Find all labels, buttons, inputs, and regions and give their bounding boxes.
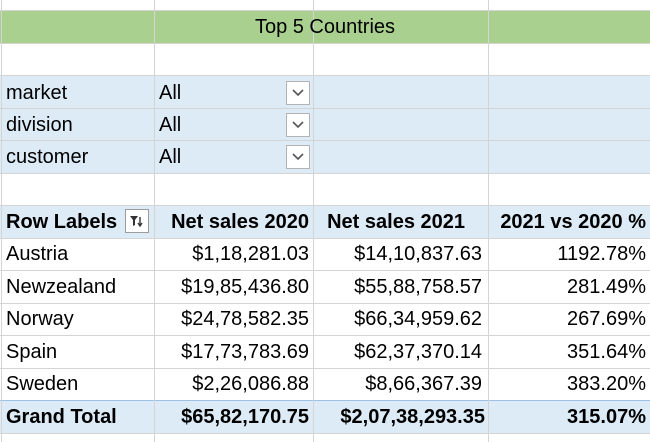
row-sales-2021[interactable]: $62,37,370.14	[354, 341, 482, 363]
grand-total-label[interactable]: Grand Total	[6, 406, 117, 428]
market-dropdown-button[interactable]	[286, 81, 310, 105]
gridline-row-3	[0, 75, 650, 76]
gridline-col-d	[488, 0, 489, 442]
row-sales-2021[interactable]: $14,10,837.63	[354, 243, 482, 265]
row-pct-change[interactable]: 351.64%	[567, 341, 646, 363]
gridline-row-11	[0, 335, 650, 336]
chevron-down-icon	[292, 121, 304, 129]
header-row-labels[interactable]: Row Labels	[6, 211, 118, 233]
chevron-down-icon	[292, 89, 304, 97]
filter-sort-icon	[130, 216, 143, 228]
report-title: Top 5 Countries	[254, 16, 396, 38]
gridline-row-14	[0, 433, 650, 434]
gridline-row-9	[0, 270, 650, 271]
row-pct-change[interactable]: 267.69%	[567, 308, 646, 330]
header-net-sales-2021[interactable]: Net sales 2021	[327, 211, 465, 233]
header-net-sales-2020[interactable]: Net sales 2020	[171, 211, 309, 233]
filter-value-customer[interactable]: All	[159, 146, 182, 168]
title-band	[0, 11, 650, 43]
row-country[interactable]: Sweden	[6, 373, 79, 395]
division-dropdown-button[interactable]	[286, 113, 310, 137]
row-sales-2020[interactable]: $2,26,086.88	[192, 373, 309, 395]
gridline-row-1	[0, 10, 650, 11]
row-country[interactable]: Newzealand	[6, 276, 117, 298]
header-pct-change[interactable]: 2021 vs 2020 %	[500, 211, 646, 233]
gridline-row-12	[0, 368, 650, 369]
filter-label-customer: customer	[6, 146, 89, 168]
row-sales-2020[interactable]: $19,85,436.80	[181, 276, 309, 298]
gridline-col-a	[1, 0, 2, 442]
row-sales-2020[interactable]: $17,73,783.69	[181, 341, 309, 363]
gridline-row-7	[0, 205, 650, 206]
grand-total-sales-2021[interactable]: $2,07,38,293.35	[340, 406, 485, 428]
row-country[interactable]: Spain	[6, 341, 58, 363]
filter-value-market[interactable]: All	[159, 82, 182, 104]
filter-value-division[interactable]: All	[159, 114, 182, 136]
gridline-row-6	[0, 173, 650, 174]
row-sales-2020[interactable]: $1,18,281.03	[192, 243, 309, 265]
grand-total-pct-change[interactable]: 315.07%	[567, 406, 646, 428]
gridline-row-10	[0, 303, 650, 304]
gridline-col-b	[154, 0, 155, 442]
chevron-down-icon	[292, 153, 304, 161]
gridline-row-8	[0, 238, 650, 239]
row-pct-change[interactable]: 383.20%	[567, 373, 646, 395]
grand-total-sales-2020[interactable]: $65,82,170.75	[181, 406, 309, 428]
gridline-row-5	[0, 140, 650, 141]
row-country[interactable]: Norway	[6, 308, 74, 330]
pivot-total-band	[0, 400, 650, 434]
row-country[interactable]: Austria	[6, 243, 69, 265]
gridline-col-c	[313, 0, 314, 442]
customer-dropdown-button[interactable]	[286, 145, 310, 169]
gridline-row-2	[0, 43, 650, 44]
row-pct-change[interactable]: 281.49%	[567, 276, 646, 298]
row-sales-2021[interactable]: $66,34,959.62	[354, 308, 482, 330]
row-sales-2021[interactable]: $55,88,758.57	[354, 276, 482, 298]
row-sales-2021[interactable]: $8,66,367.39	[365, 373, 482, 395]
row-labels-filter-button[interactable]	[125, 209, 149, 233]
row-pct-change[interactable]: 1192.78%	[557, 243, 646, 265]
gridline-row-4	[0, 108, 650, 109]
row-sales-2020[interactable]: $24,78,582.35	[181, 308, 309, 330]
filter-band	[0, 76, 650, 174]
filter-label-division: division	[6, 114, 73, 136]
pivot-header-band	[0, 205, 650, 239]
filter-label-market: market	[6, 82, 68, 104]
